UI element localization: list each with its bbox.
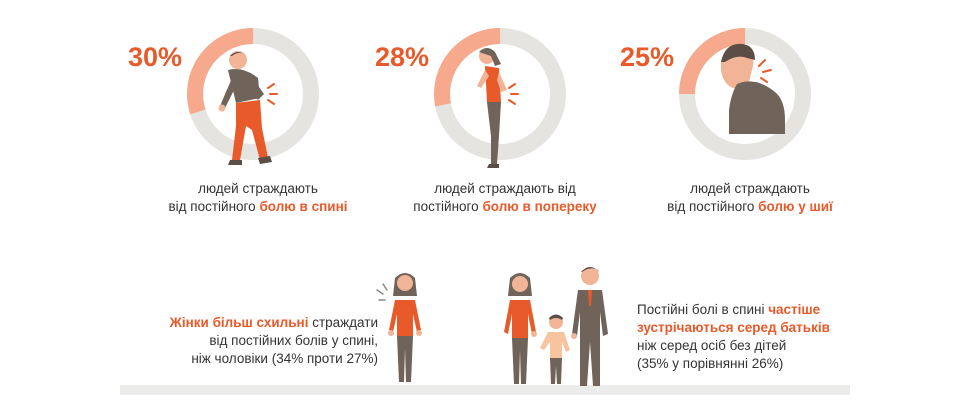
percent-ring <box>679 28 811 160</box>
caption-line-2: постійного болю в попереку <box>375 198 635 216</box>
stat-back-pain: 30% людей страждають від постійного болю… <box>128 0 388 230</box>
women-fact-text: Жінки більш схильні страждати від постій… <box>128 314 378 368</box>
percent-ring <box>434 28 566 160</box>
floor-line <box>120 385 850 395</box>
stat-caption: людей страждають від постійного болю у ш… <box>620 180 880 216</box>
caption-highlight: болю у шиї <box>758 199 833 214</box>
stat-lower-back-pain: 28% людей страждають від постійного болю… <box>375 0 635 230</box>
caption-highlight: болю в спині <box>259 199 348 214</box>
percent-ring <box>187 28 319 160</box>
ring-fill <box>679 28 811 160</box>
percent-label: 28% <box>375 42 430 72</box>
fact-line-1: Жінки більш схильні страждати <box>128 314 378 332</box>
percent-label: 30% <box>128 42 183 72</box>
woman-figure-icon <box>376 273 422 382</box>
stat-caption: людей страждають від постійного болю в п… <box>375 180 635 216</box>
fact-line-1: Постійні болі в спині частіше <box>637 301 877 319</box>
fact-text: Постійні болі в спині <box>637 302 769 317</box>
fact-highlight: частіше <box>768 302 821 317</box>
back-pain-figure-icon <box>218 51 278 165</box>
ring-fill <box>434 28 566 160</box>
caption-line-2: від постійного болю в спині <box>128 198 388 216</box>
caption-line-2: від постійного болю у шиї <box>620 198 880 216</box>
fact-text: страждати <box>308 315 378 330</box>
caption-line-1: людей страждають <box>690 181 810 196</box>
fact-highlight: Жінки більш схильні <box>169 315 309 330</box>
fact-line-3: ніж чоловіки (34% проти 27%) <box>191 351 378 366</box>
fact-line-3: ніж серед осіб без дітей <box>637 338 787 353</box>
caption-line-1: людей страждають <box>198 181 318 196</box>
fact-line-2: зустрічаються серед батьків <box>637 320 830 335</box>
parents-fact-text: Постійні болі в спині частіше зустрічают… <box>637 301 877 373</box>
stat-neck-pain: 25% людей страждають від постійного болю… <box>620 0 880 230</box>
neck-pain-figure-icon <box>721 43 785 134</box>
ring-fill <box>187 28 319 160</box>
caption-highlight: болю в попереку <box>482 199 597 214</box>
caption-text: від постійного <box>667 199 759 214</box>
fact-line-4: (35% у порівнянні 26%) <box>637 356 784 371</box>
caption-text: постійного <box>413 199 483 214</box>
caption-text: від постійного <box>168 199 260 214</box>
caption-line-1: людей страждають від <box>434 181 576 196</box>
lower-back-pain-figure-icon <box>477 48 519 168</box>
percent-label: 25% <box>620 42 675 72</box>
fact-line-2: від постійних болів у спині, <box>209 333 378 348</box>
family-figure-icon <box>504 267 608 386</box>
stat-caption: людей страждають від постійного болю в с… <box>128 180 388 216</box>
